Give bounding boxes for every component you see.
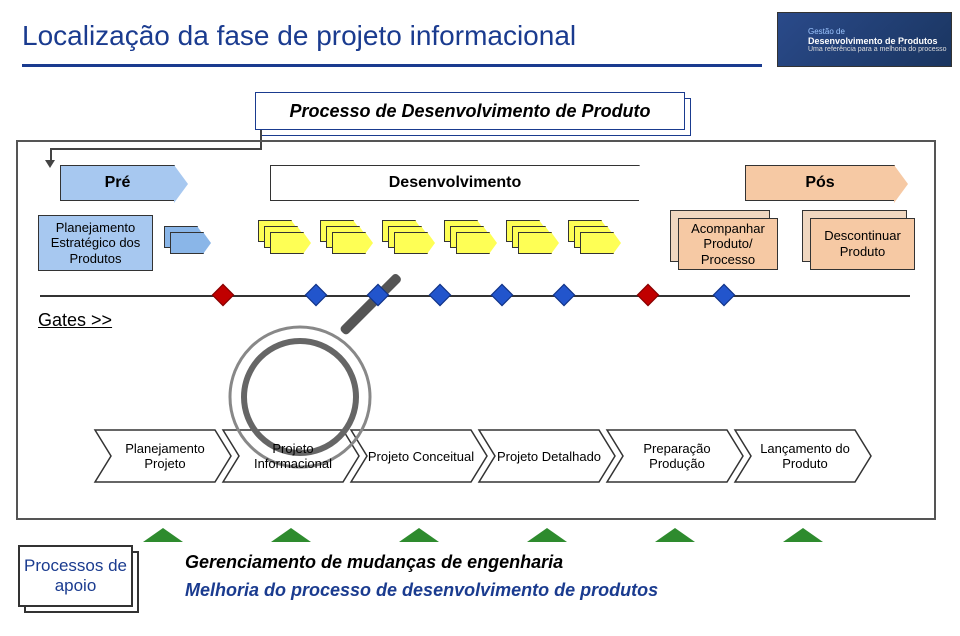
support-line1: Gerenciamento de mudanças de engenharia (185, 552, 563, 573)
yellow-chevron-icon (518, 232, 552, 254)
title-underline (22, 64, 762, 67)
subbox-plan: Planejamento Estratégico dos Produtos (38, 215, 153, 271)
yellow-chevron-icon (270, 232, 304, 254)
phase-dev: Desenvolvimento (270, 165, 640, 201)
yellow-chevron-icon (332, 232, 366, 254)
gates-line (40, 295, 910, 297)
gates-label: Gates >> (38, 310, 112, 331)
triangle-up-icon (399, 528, 439, 542)
logo-line3: Uma referência para a melhoria do proces… (808, 46, 951, 53)
yellow-chevron-icon (456, 232, 490, 254)
detail-phase-label: Planejamento Projeto (111, 436, 219, 476)
triangle-up-icon (271, 528, 311, 542)
triangle-up-icon (527, 528, 567, 542)
triangle-up-icon (143, 528, 183, 542)
support-line2: Melhoria do processo de desenvolvimento … (185, 580, 658, 601)
triangle-up-icon (783, 528, 823, 542)
detail-phase-label: Preparação Produção (623, 436, 731, 476)
triangle-up-icon (655, 528, 695, 542)
yellow-chevron-icon (394, 232, 428, 254)
logo-line2: Desenvolvimento de Produtos (808, 36, 951, 46)
yellow-chevron-icon (580, 232, 614, 254)
page-title: Localização da fase de projeto informaci… (22, 20, 576, 52)
process-title-box: Processo de Desenvolvimento de Produto (255, 92, 685, 130)
detail-phase-label: Projeto Detalhado (495, 436, 603, 476)
subbox-acomp: Acompanhar Produto/ Processo (678, 218, 778, 270)
detail-phase-label: Projeto Conceitual (367, 436, 475, 476)
phase-pos: Pós (745, 165, 895, 201)
logo: Gestão de Desenvolvimento de Produtos Um… (777, 12, 952, 67)
process-title-label: Processo de Desenvolvimento de Produto (255, 92, 685, 130)
subbox-desc: Descontinuar Produto (810, 218, 915, 270)
blue-chevron-icon (170, 232, 204, 254)
phase-pre: Pré (60, 165, 175, 201)
apoio-box: Processos de apoio (18, 545, 133, 607)
logo-line1: Gestão de (808, 27, 951, 36)
detail-phase-label: Lançamento do Produto (751, 436, 859, 476)
detail-phase-label: Projeto Informacional (239, 436, 347, 476)
